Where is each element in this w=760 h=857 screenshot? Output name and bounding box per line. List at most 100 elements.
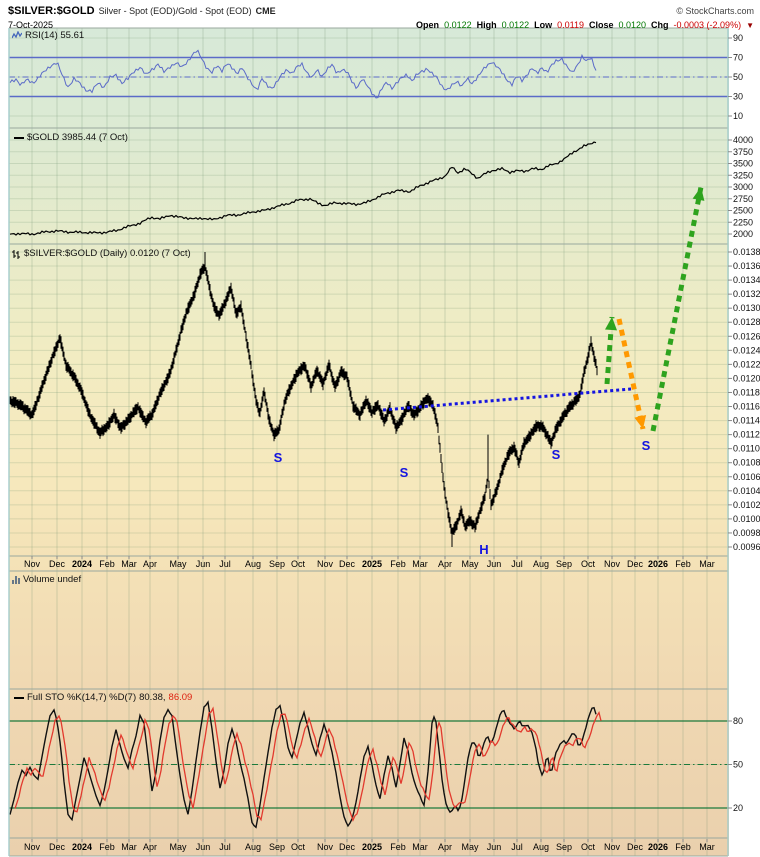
svg-text:0.0104: 0.0104 [733,486,760,496]
svg-text:Apr: Apr [143,842,157,852]
svg-text:Apr: Apr [438,842,452,852]
svg-text:May: May [461,842,479,852]
svg-text:Dec: Dec [339,559,356,569]
svg-text:50: 50 [733,760,743,770]
open-value: 0.0122 [444,20,472,30]
svg-text:0.0102: 0.0102 [733,500,760,510]
svg-text:0.0126: 0.0126 [733,331,760,341]
svg-text:Feb: Feb [675,559,691,569]
ohlc-icon [12,249,20,259]
volume-bars-icon [12,575,20,584]
svg-text:Feb: Feb [675,842,691,852]
svg-text:May: May [169,559,187,569]
svg-text:0.0138: 0.0138 [733,247,760,257]
low-label: Low [534,20,553,30]
grid-vertical [31,28,708,856]
svg-text:2000: 2000 [733,229,753,239]
svg-text:Dec: Dec [627,842,644,852]
background-gradient [9,28,729,856]
svg-text:2025: 2025 [362,842,382,852]
svg-text:Jun: Jun [487,559,502,569]
annotation-letters: S S H S S [274,438,651,557]
svg-text:Feb: Feb [390,842,406,852]
svg-text:Aug: Aug [533,842,549,852]
svg-text:May: May [169,842,187,852]
rsi-indicator-icon [12,31,22,39]
svg-text:70: 70 [733,53,743,63]
x-axis-labels-top: Nov Dec 2024 Feb Mar Apr May Jun Jul Aug Sep Oct Nov… [24,556,715,569]
svg-text:0.0134: 0.0134 [733,275,760,285]
svg-text:10: 10 [733,111,743,121]
svg-text:2024: 2024 [72,559,92,569]
chart-header: $SILVER:$GOLD Silver - Spot (EOD)/Gold - … [0,0,760,30]
svg-text:S: S [642,438,651,453]
close-value: 0.0120 [618,20,647,30]
svg-text:Mar: Mar [412,559,428,569]
main-label: $SILVER:$GOLD (Daily) 0.0120 (7 Oct) [24,248,191,259]
low-value: 0.0119 [557,20,584,30]
svg-text:Mar: Mar [121,559,137,569]
svg-text:S: S [274,450,283,465]
svg-text:3750: 3750 [733,147,753,157]
title-block: $SILVER:$GOLD Silver - Spot (EOD)/Gold - … [8,1,276,19]
svg-text:0.0110: 0.0110 [733,444,760,454]
svg-text:Aug: Aug [245,842,261,852]
svg-text:0.0130: 0.0130 [733,303,760,313]
svg-text:0.0100: 0.0100 [733,514,760,524]
annotation-arrows [604,186,705,432]
svg-text:2750: 2750 [733,194,753,204]
svg-text:Nov: Nov [604,842,621,852]
rsi-series [9,49,597,99]
svg-text:Dec: Dec [627,559,644,569]
svg-text:0.0114: 0.0114 [733,416,760,426]
svg-text:H: H [479,542,488,557]
svg-text:Jun: Jun [196,559,211,569]
sto-k-series [9,700,597,829]
close-label: Close [588,20,614,30]
svg-text:2250: 2250 [733,217,753,227]
sto-label: Full STO %K(14,7) %D(7) [27,692,137,703]
svg-text:2024: 2024 [72,842,92,852]
svg-text:Aug: Aug [533,559,549,569]
svg-text:Mar: Mar [699,559,715,569]
panel-borders [8,27,729,857]
svg-text:Oct: Oct [581,559,596,569]
svg-text:Feb: Feb [99,842,115,852]
svg-text:Jul: Jul [219,842,231,852]
x-axis-labels-bottom: Nov Dec 2024 Feb Mar Apr May Jun Jul Aug Sep Oct Nov… [24,839,715,852]
svg-text:0.0108: 0.0108 [733,458,760,468]
chart-date: 7-Oct-2025 [8,20,54,30]
svg-text:20: 20 [733,803,743,813]
copyright: © StockCharts.com [676,6,754,16]
svg-text:50: 50 [733,72,743,82]
svg-text:3000: 3000 [733,182,753,192]
svg-text:Aug: Aug [245,559,261,569]
svg-text:Oct: Oct [291,842,306,852]
svg-text:Feb: Feb [390,559,406,569]
rsi-label: RSI(14) 55.61 [25,30,85,41]
svg-text:S: S [552,447,561,462]
svg-text:2500: 2500 [733,206,753,216]
svg-text:Jul: Jul [511,842,523,852]
svg-text:Oct: Oct [581,842,596,852]
svg-text:4000: 4000 [733,135,753,145]
sto-d-series [14,706,602,822]
svg-text:Nov: Nov [24,842,41,852]
svg-text:0.0132: 0.0132 [733,289,760,299]
svg-text:Jun: Jun [487,842,502,852]
svg-text:Dec: Dec [339,842,356,852]
sto-d-value: 86.09 [168,692,193,703]
panel-label-sto: Full STO %K(14,7) %D(7) 80.38, 86.09 [14,692,192,703]
svg-text:Mar: Mar [699,842,715,852]
svg-text:90: 90 [733,33,743,43]
svg-text:Jun: Jun [196,842,211,852]
panel-label-volume: Volume undef [12,574,81,585]
svg-text:3500: 3500 [733,159,753,169]
symbol-title: $SILVER:$GOLD [8,5,95,17]
svg-text:Nov: Nov [317,559,334,569]
symbol-description: Silver - Spot (EOD)/Gold - Spot (EOD) [98,6,252,16]
svg-text:0.0120: 0.0120 [733,373,760,383]
gold-line-swatch-icon [14,136,24,139]
